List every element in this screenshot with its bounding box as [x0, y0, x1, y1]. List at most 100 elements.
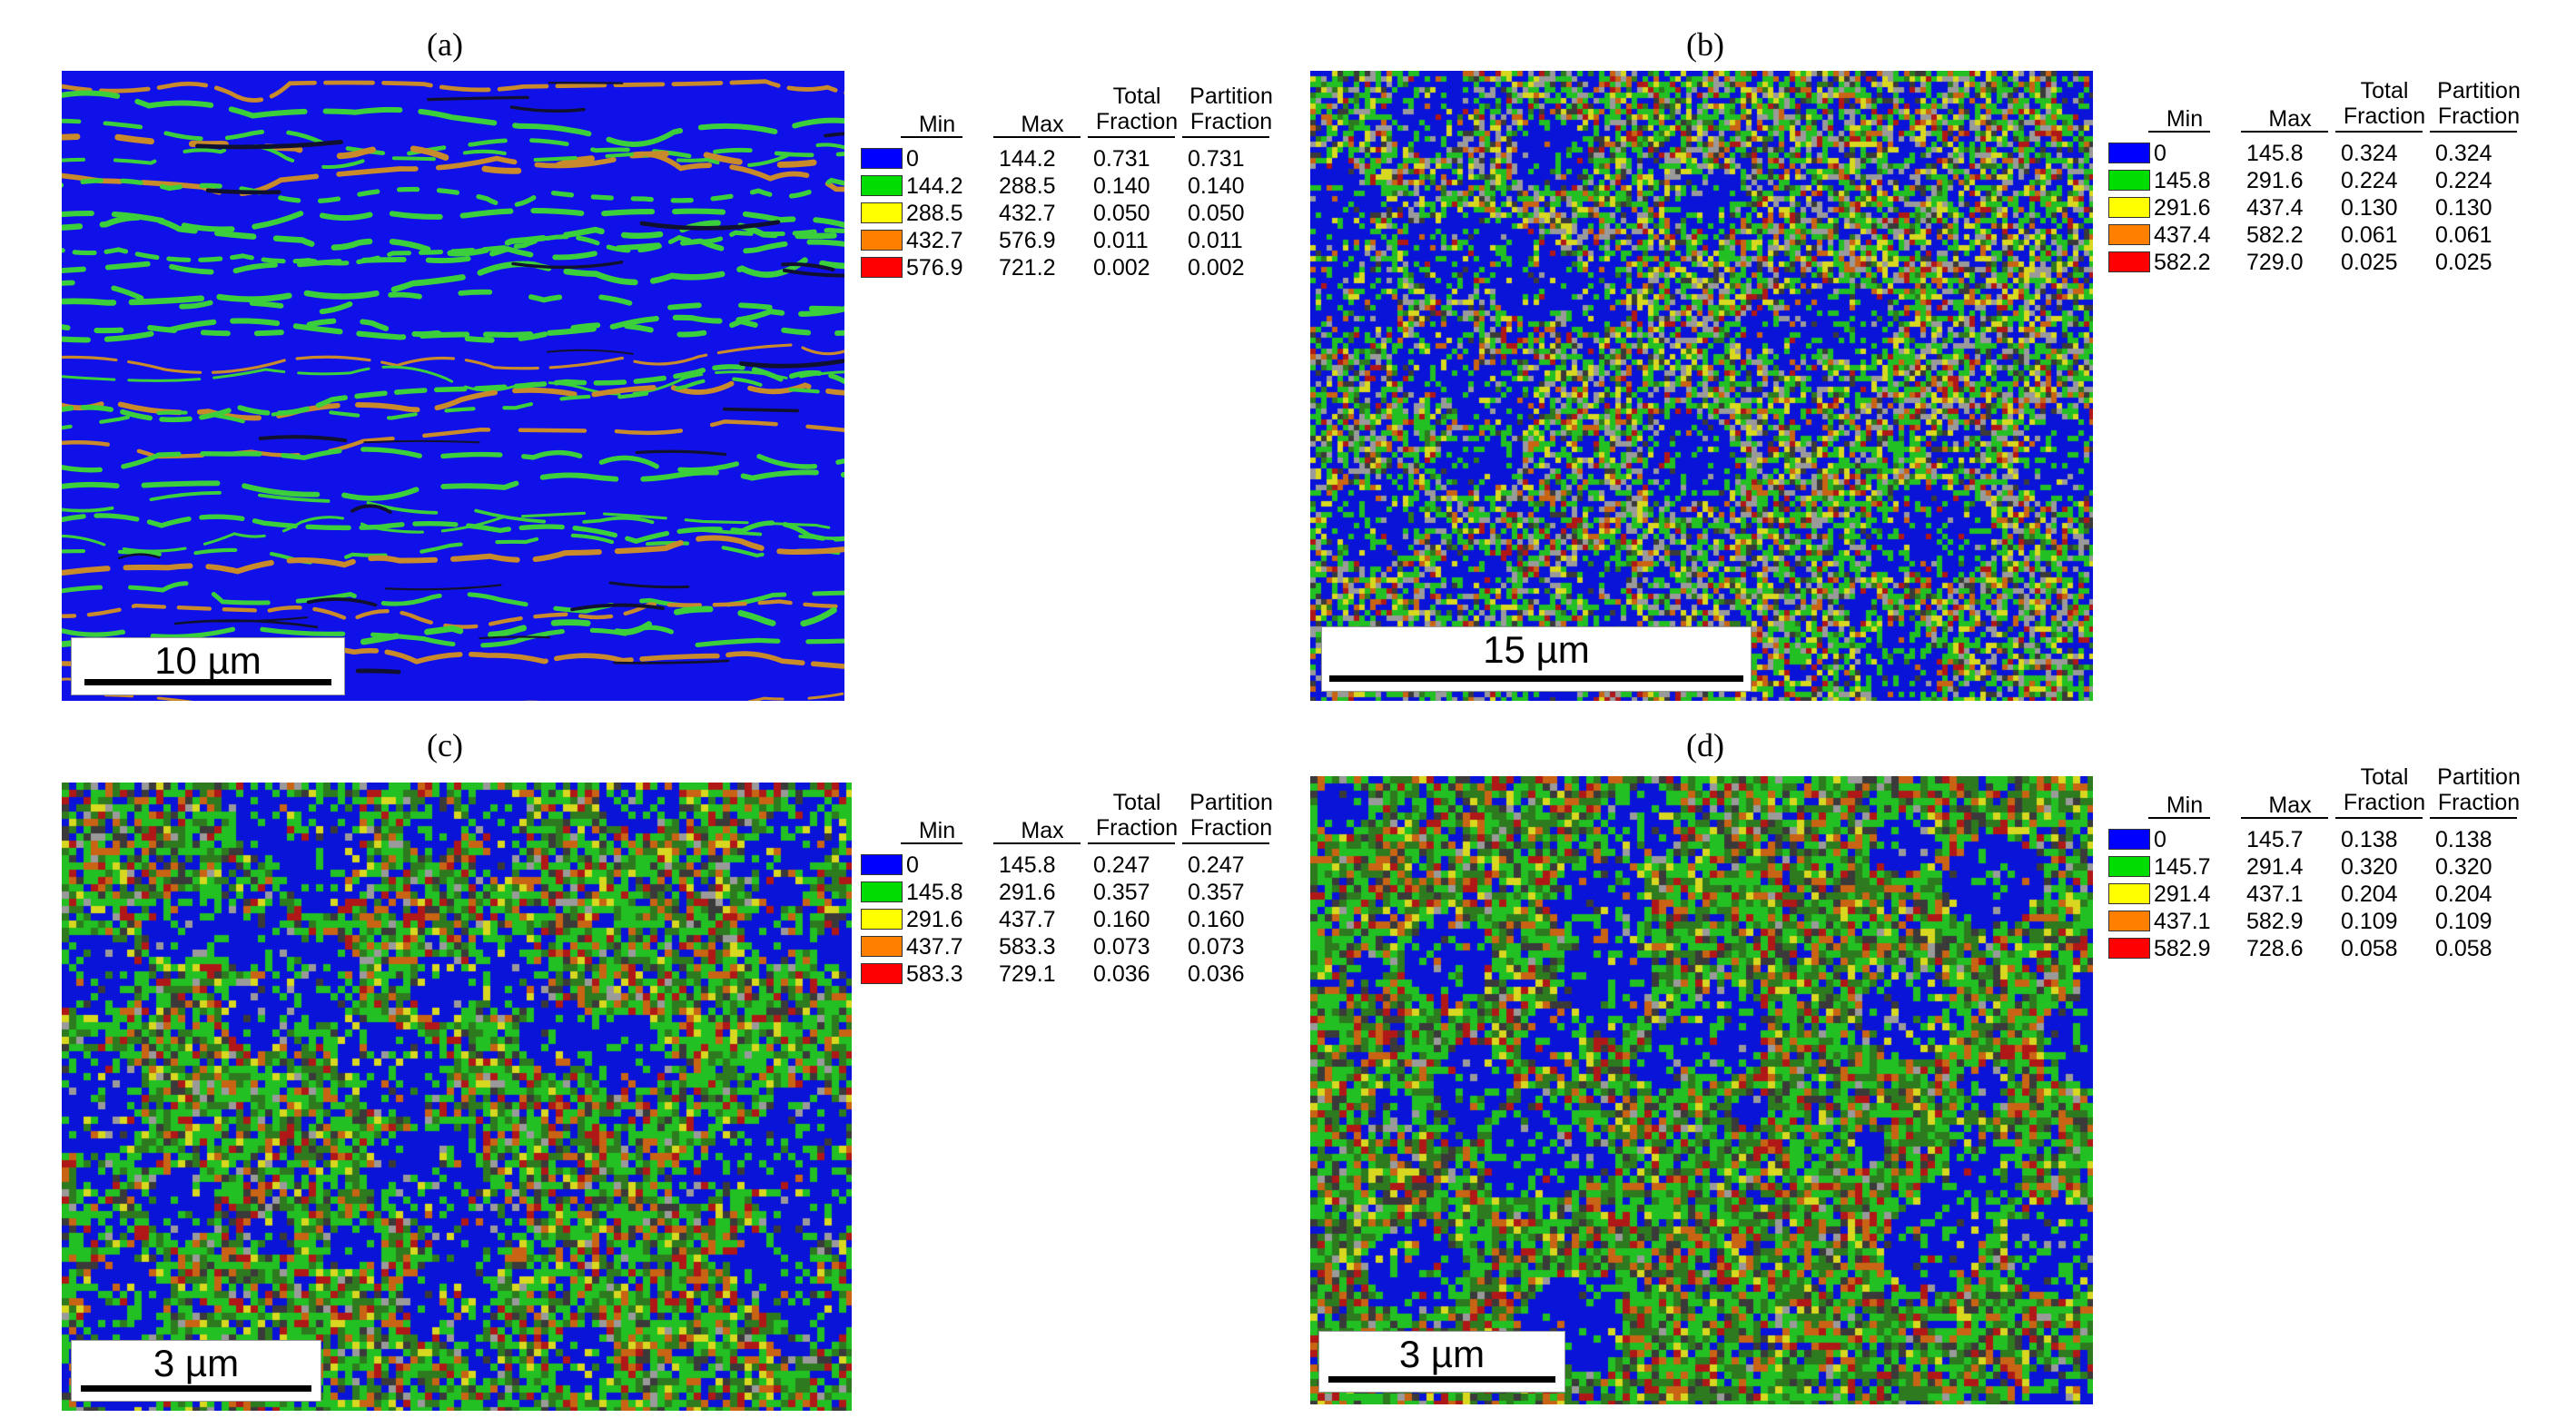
legend-swatch: [2108, 938, 2150, 959]
panel-d-microstructure: [1310, 776, 2093, 1404]
legend-cell-total: 0.109: [2341, 909, 2398, 934]
dark-boundary-line: [355, 668, 401, 675]
grain-boundary-band: [62, 132, 844, 174]
dark-boundary-line: [738, 359, 844, 369]
legend-cell-max: 432.7: [999, 201, 1056, 226]
legend-row: 0 144.2 0.731 0.731: [861, 145, 1297, 172]
grain-boundary-band: [62, 143, 844, 170]
grain-boundary-band: [62, 377, 844, 430]
dark-boundary-line: [173, 619, 319, 629]
legend-cell-partition: 0.320: [2435, 854, 2492, 880]
legend-cell-partition: 0.357: [1188, 880, 1245, 905]
legend-row: 0 145.7 0.138 0.138: [2108, 826, 2562, 853]
legend-underline-total: [2335, 131, 2423, 133]
legend-row: 145.8 291.6 0.357 0.357: [861, 879, 1297, 906]
legend-cell-total: 0.140: [1093, 173, 1150, 199]
grain-boundary-band: [62, 343, 844, 374]
legend-swatch: [861, 963, 903, 984]
legend-cell-total: 0.073: [1093, 934, 1150, 960]
legend-cell-partition: 0.324: [2435, 141, 2492, 166]
legend-swatch: [861, 202, 903, 223]
legend-cell-partition: 0.130: [2435, 195, 2492, 221]
dark-boundary-line: [427, 95, 529, 102]
panel-c-scalebar-label: 3 µm: [153, 1342, 240, 1384]
legend-cell-total: 0.130: [2341, 195, 2398, 221]
panel-b-scalebar-label: 15 µm: [1483, 628, 1590, 671]
legend-cell-partition: 0.050: [1188, 201, 1245, 226]
grain-boundary-band: [62, 379, 844, 421]
legend-cell-total: 0.061: [2341, 222, 2398, 248]
legend-underline-partition: [2430, 817, 2517, 819]
legend-cell-partition: 0.140: [1188, 173, 1245, 199]
panel-c-label: (c): [427, 727, 463, 763]
legend-underline-total: [2335, 817, 2423, 819]
legend-cell-total: 0.025: [2341, 250, 2398, 275]
legend-cell-min: 0: [2154, 141, 2166, 166]
legend-header-total: Total Fraction: [1093, 790, 1180, 841]
legend-cell-total: 0.731: [1093, 146, 1150, 172]
dark-boundary-line: [723, 407, 800, 413]
dark-boundary-line: [570, 603, 666, 612]
legend-cell-partition: 0.011: [1188, 228, 1243, 253]
legend-underline-min: [2148, 131, 2210, 133]
grain-boundary-band: [62, 624, 844, 648]
legend-cell-max: 576.9: [999, 228, 1056, 253]
legend-cell-partition: 0.138: [2435, 827, 2492, 852]
legend-swatch: [2108, 197, 2150, 218]
legend-header-total-line: Total: [2360, 764, 2409, 790]
legend-header-min: Min: [918, 818, 956, 843]
grain-boundary-band: [62, 511, 844, 553]
legend-cell-max: 291.4: [2246, 854, 2304, 880]
legend-underline-max: [2241, 131, 2328, 133]
legend-header-min: Min: [2166, 793, 2204, 818]
grain-boundary-band: [62, 227, 844, 266]
grain-boundary-band: [62, 238, 844, 275]
legend-cell-min: 288.5: [906, 201, 963, 226]
panel-a-map: [62, 71, 844, 701]
panel-d-map: [1310, 776, 2093, 1404]
legend-header-total-line: Total: [1112, 84, 1161, 109]
legend-header-total-line: Fraction: [1095, 109, 1179, 134]
legend-header-total-line: Fraction: [2343, 103, 2426, 129]
legend-underline-total: [1088, 842, 1175, 844]
legend-header-partition: Partition Fraction: [1188, 790, 1275, 841]
legend-swatch: [2108, 143, 2150, 163]
grain-boundary-band: [62, 214, 844, 257]
dark-boundary-line: [306, 597, 378, 607]
panel-d-legend: Min Max Total Fraction Partition Fraction 0 145…: [2108, 764, 2562, 964]
grain-boundary-band: [62, 255, 844, 306]
panel-c-map: [62, 783, 852, 1411]
legend-header-total-line: Total: [2360, 78, 2409, 103]
dark-boundary-line: [363, 439, 480, 444]
legend-header-partition-line: Partition: [2437, 764, 2521, 790]
legend-cell-max: 291.6: [2246, 168, 2304, 193]
panel-b-map: [1310, 71, 2093, 701]
legend-cell-max: 729.0: [2246, 250, 2304, 275]
dark-boundary-line: [613, 659, 730, 665]
dark-boundary-line: [384, 584, 502, 591]
dark-boundary-line: [479, 635, 551, 640]
legend-header-partition-line: Partition: [2437, 78, 2521, 103]
legend-cell-max: 721.2: [999, 255, 1056, 281]
grain-boundary-band: [62, 118, 844, 159]
legend-header-total: Total Fraction: [1093, 84, 1180, 134]
legend-cell-min: 145.8: [2154, 168, 2211, 193]
legend-header-partition-line: Partition: [1189, 84, 1273, 109]
legend-cell-total: 0.138: [2341, 827, 2398, 852]
panel-c-legend: Min Max Total Fraction Partition Fraction 0 145…: [861, 790, 1297, 990]
legend-row: 437.1 582.9 0.109 0.109: [2108, 908, 2562, 935]
panel-d-scalebar-label: 3 µm: [1398, 1333, 1485, 1375]
legend-row: 144.2 288.5 0.140 0.140: [861, 172, 1297, 200]
legend-header-total: Total Fraction: [2341, 764, 2428, 815]
legend-row: 437.4 582.2 0.061 0.061: [2108, 222, 2562, 249]
legend-row: 291.4 437.1 0.204 0.204: [2108, 881, 2562, 908]
legend-swatch: [2108, 911, 2150, 931]
legend-swatch: [861, 936, 903, 957]
panel-a-label: (a): [427, 26, 463, 63]
legend-underline-total: [1088, 136, 1175, 138]
legend-header-total: Total Fraction: [2341, 78, 2428, 129]
legend-cell-partition: 0.002: [1188, 255, 1245, 281]
legend-cell-min: 576.9: [906, 255, 963, 281]
legend-swatch: [2108, 170, 2150, 191]
legend-underline-partition: [1182, 842, 1269, 844]
